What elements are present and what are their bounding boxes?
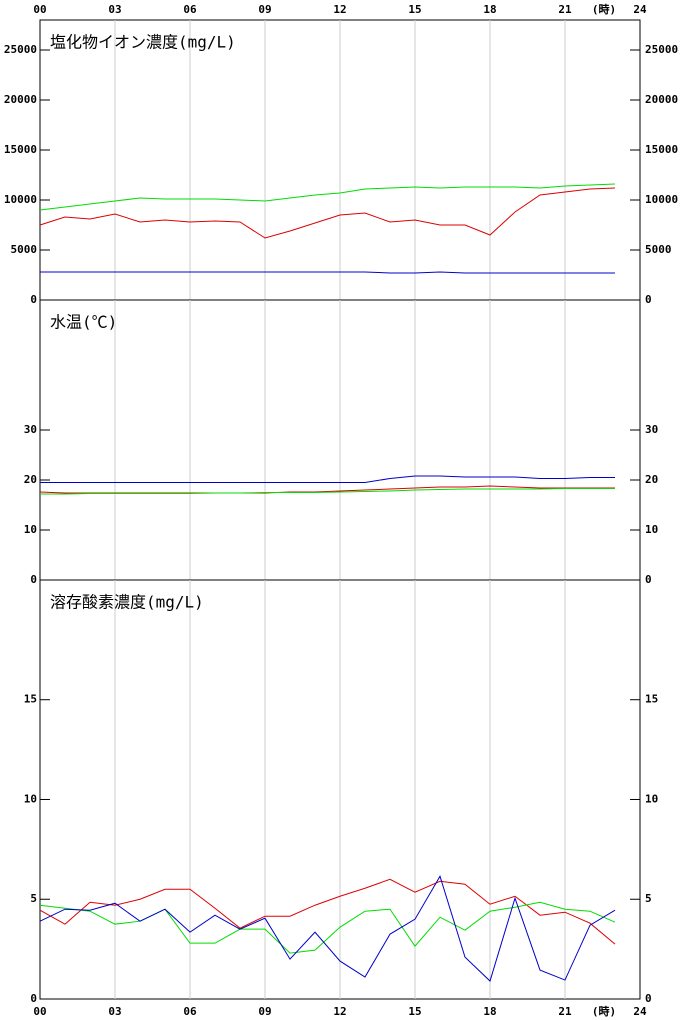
x-tick-label: 24 bbox=[633, 3, 647, 16]
x-tick-label: 18 bbox=[483, 3, 496, 16]
y-tick-label: 15000 bbox=[4, 143, 37, 156]
y-tick-label: 5000 bbox=[11, 243, 38, 256]
y-tick-label: 5 bbox=[30, 892, 37, 905]
panel-title: 水温(℃) bbox=[50, 313, 117, 332]
x-tick-label: 21 bbox=[558, 3, 572, 16]
y-tick-label: 30 bbox=[24, 423, 37, 436]
y-tick-label: 20 bbox=[645, 473, 658, 486]
x-axis-label: (時) bbox=[592, 1004, 616, 1018]
y-tick-label: 10 bbox=[645, 523, 658, 536]
x-tick-label: 03 bbox=[108, 3, 121, 16]
panel-title: 溶存酸素濃度(mg/L) bbox=[50, 593, 204, 612]
y-tick-label: 10 bbox=[645, 792, 658, 805]
x-tick-label: 18 bbox=[483, 1005, 496, 1018]
panel-title: 塩化物イオン濃度(mg/L) bbox=[50, 33, 236, 52]
x-tick-label: 06 bbox=[183, 3, 197, 16]
y-tick-label: 5 bbox=[645, 892, 652, 905]
y-tick-label: 10 bbox=[24, 792, 37, 805]
data-line bbox=[39, 901, 616, 954]
y-tick-label: 25000 bbox=[645, 43, 678, 56]
y-tick-label: 10 bbox=[24, 523, 37, 536]
y-tick-label: 5000 bbox=[645, 243, 672, 256]
x-tick-label: 21 bbox=[558, 1005, 572, 1018]
data-line bbox=[40, 475, 615, 483]
data-line bbox=[39, 187, 616, 239]
y-tick-label: 15000 bbox=[645, 143, 678, 156]
y-tick-label: 10000 bbox=[645, 193, 678, 206]
y-tick-label: 0 bbox=[30, 573, 37, 586]
x-tick-label: 00 bbox=[33, 3, 46, 16]
x-tick-label: 00 bbox=[33, 1005, 46, 1018]
y-tick-label: 15 bbox=[24, 693, 37, 706]
x-tick-label: 24 bbox=[633, 1005, 647, 1018]
y-tick-label: 0 bbox=[30, 992, 37, 1005]
x-tick-label: 09 bbox=[258, 3, 271, 16]
x-tick-label: 12 bbox=[333, 1005, 346, 1018]
y-tick-label: 20000 bbox=[4, 93, 37, 106]
x-tick-label: 06 bbox=[183, 1005, 197, 1018]
data-line bbox=[39, 183, 616, 211]
y-tick-label: 0 bbox=[645, 293, 652, 306]
y-tick-label: 20 bbox=[24, 473, 37, 486]
data-line bbox=[40, 488, 615, 495]
y-tick-label: 0 bbox=[645, 992, 652, 1005]
x-tick-label: 09 bbox=[258, 1005, 271, 1018]
data-line bbox=[40, 271, 615, 274]
y-tick-label: 30 bbox=[645, 423, 658, 436]
x-tick-label: 12 bbox=[333, 3, 346, 16]
x-axis-label: (時) bbox=[592, 2, 616, 16]
y-tick-label: 20000 bbox=[645, 93, 678, 106]
x-tick-label: 03 bbox=[108, 1005, 121, 1018]
data-line bbox=[39, 878, 616, 945]
y-tick-label: 25000 bbox=[4, 43, 37, 56]
data-line bbox=[39, 875, 616, 982]
x-tick-label: 15 bbox=[408, 1005, 421, 1018]
x-tick-label: 15 bbox=[408, 3, 421, 16]
y-tick-label: 0 bbox=[30, 293, 37, 306]
y-tick-label: 10000 bbox=[4, 193, 37, 206]
y-tick-label: 0 bbox=[645, 573, 652, 586]
y-tick-label: 15 bbox=[645, 693, 658, 706]
